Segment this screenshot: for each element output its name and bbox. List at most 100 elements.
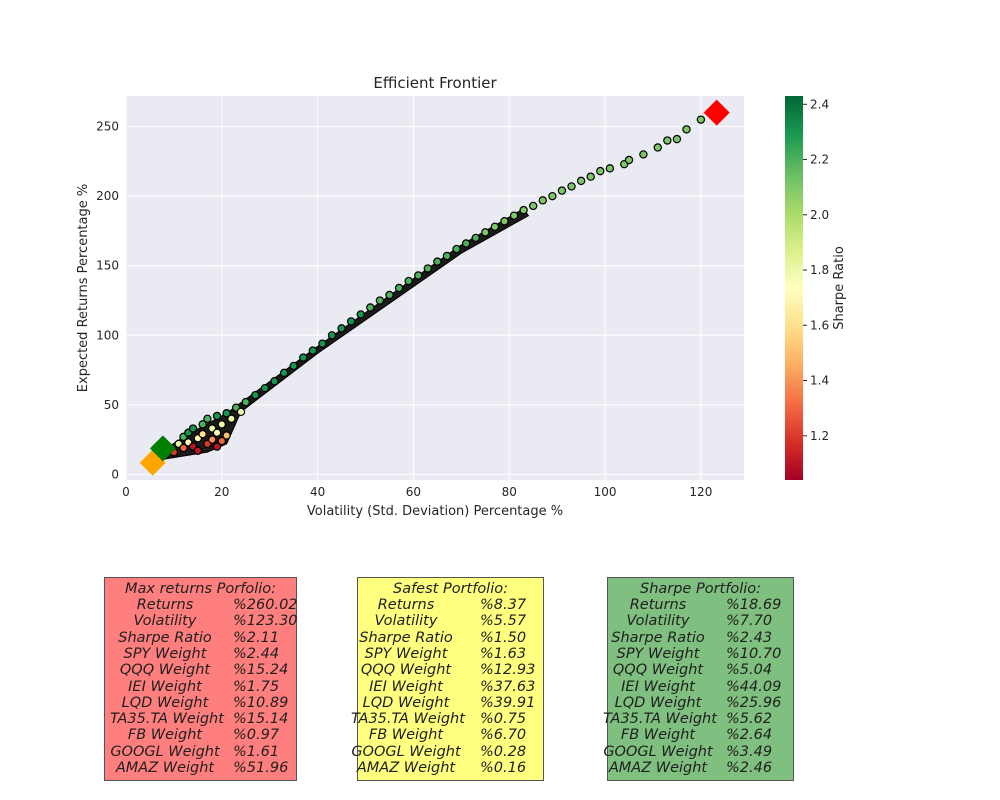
portfolio-marker-diamond [149, 435, 176, 462]
y-tick-label: 200 [96, 189, 119, 203]
scatter-point [596, 166, 605, 176]
portfolio-row: TA35.TA Weight %0.75 [351, 711, 543, 727]
portfolio-row-label: TA35.TA Weight [351, 711, 465, 728]
portfolio-row-label: QQQ Weight [119, 662, 211, 679]
scatter-point [279, 368, 289, 378]
x-tick-label: 100 [594, 485, 617, 499]
portfolio-row: Returns %8.37 [358, 597, 543, 613]
portfolio-row: FB Weight %6.70 [358, 727, 543, 743]
portfolio-row: Volatility %7.70 [608, 613, 793, 629]
scatter-point [203, 414, 212, 423]
portfolio-row-label: Volatility [374, 613, 438, 630]
scatter-point [557, 186, 567, 195]
portfolio-row-label: GOOGL Weight [110, 743, 220, 760]
portfolio-row-value: %18.69 [726, 597, 782, 613]
scatter-point [212, 442, 222, 451]
portfolio-row: SPY Weight %1.63 [358, 646, 543, 662]
scatter-point [222, 409, 231, 418]
colorbar-tick-label: 1.4 [810, 374, 829, 388]
scatter-point [212, 428, 222, 437]
portfolio-row-label: FB Weight [368, 727, 444, 744]
portfolio-row-value: %39.91 [480, 694, 536, 711]
scatter-point [337, 324, 346, 333]
scatter-point [308, 346, 318, 355]
portfolio-row-value: %2.64 [726, 727, 773, 744]
portfolio-row: QQQ Weight %5.04 [608, 662, 793, 678]
portfolio-row-value: %37.63 [480, 678, 536, 695]
colorbar [785, 96, 803, 480]
scatter-point [227, 414, 236, 423]
portfolio-row: SPY Weight %10.70 [608, 646, 793, 662]
portfolio-row-label: TA35.TA Weight [110, 711, 224, 728]
scatter-point [471, 233, 480, 243]
max-returns-portfolio-title: Max returns Porfolio: [124, 581, 277, 597]
scatter-point [356, 310, 365, 319]
scatter-point [394, 283, 404, 293]
portfolio-row-label: Volatility [626, 613, 690, 630]
portfolio-row-value: %51.96 [233, 760, 289, 776]
portfolio-row-label: GOOGL Weight [603, 743, 713, 760]
scatter-point [193, 446, 203, 455]
portfolio-row: LQD Weight %25.96 [608, 695, 793, 711]
sharpe-portfolio-title: Sharpe Portfolio: [639, 581, 762, 597]
scatter-point [404, 276, 413, 286]
scatter-point [624, 155, 634, 165]
efficient-frontier-chart: 0 20 40 60 80 100 120 0 50 100 150 200 250 Efficien… [76, 74, 847, 519]
portfolio-row: GOOGL Weight %3.49 [603, 744, 793, 760]
scatter-point [318, 339, 327, 348]
portfolio-row-value: %2.46 [726, 760, 773, 776]
scatter-point [452, 244, 461, 254]
scatter-point [461, 239, 471, 248]
scatter-point [289, 361, 298, 371]
portfolio-row: Volatility %123.30 [105, 613, 298, 629]
scatter-point [217, 420, 227, 429]
portfolio-row-value: %1.61 [233, 743, 280, 760]
portfolio-row-label: QQQ Weight [360, 662, 452, 679]
scatter-point [346, 317, 356, 326]
portfolio-row-value: %2.11 [233, 629, 280, 646]
colorbar-tick-label: 2.2 [810, 153, 829, 167]
scatter-point [663, 136, 672, 145]
portfolio-row-value: %0.28 [480, 743, 527, 760]
portfolio-row: GOOGL Weight %1.61 [105, 744, 296, 760]
portfolio-row-label: Sharpe Ratio [359, 629, 453, 646]
portfolio-row-value: %5.57 [480, 613, 527, 630]
portfolio-row-value: %260.02 [233, 597, 298, 613]
y-tick-label: 100 [96, 328, 119, 342]
portfolio-row: LQD Weight %39.91 [358, 695, 543, 711]
scatter-point [442, 251, 452, 261]
portfolio-row-value: %6.70 [480, 727, 527, 744]
portfolio-row-value: %1.50 [480, 629, 527, 646]
portfolio-row-label: SPY Weight [616, 645, 700, 662]
scatter-point [500, 217, 509, 226]
portfolio-markers [139, 99, 730, 476]
colorbar-tick-label: 1.6 [810, 318, 829, 332]
scatter-point [586, 172, 595, 181]
colorbar-tick-label: 1.2 [810, 429, 829, 443]
portfolio-row-value: %8.37 [480, 597, 527, 613]
portfolio-row: IEI Weight %37.63 [358, 679, 543, 695]
portfolio-row-label: Returns [629, 597, 687, 613]
portfolio-row: QQQ Weight %15.24 [105, 662, 296, 678]
portfolio-row-label: IEI Weight [369, 678, 443, 695]
portfolio-row: AMAZ Weight %51.96 [105, 760, 296, 776]
colorbar-tick-label: 2.0 [810, 208, 829, 222]
portfolio-row-label: LQD Weight [121, 694, 209, 711]
portfolio-row: TA35.TA Weight %15.14 [105, 711, 296, 727]
scatter-point [251, 390, 260, 400]
scatter-point [519, 205, 528, 215]
portfolio-row-label: QQQ Weight [612, 662, 704, 679]
scatter-point [212, 411, 222, 421]
portfolio-row-label: TA35.TA Weight [603, 711, 717, 728]
portfolio-row-value: %2.43 [726, 629, 773, 646]
portfolio-row-label: Returns [136, 597, 194, 613]
x-tick-label: 0 [122, 485, 130, 499]
x-tick-label: 120 [689, 485, 712, 499]
portfolio-row-value: %25.96 [726, 694, 782, 711]
colorbar-label: Sharpe Ratio [832, 246, 847, 330]
y-axis-label: Expected Returns Percentage % [76, 184, 91, 392]
x-tick-label: 20 [214, 485, 229, 499]
portfolio-row-label: Returns [377, 597, 435, 613]
scatter-point [696, 115, 706, 124]
portfolio-row-label: LQD Weight [362, 694, 450, 711]
